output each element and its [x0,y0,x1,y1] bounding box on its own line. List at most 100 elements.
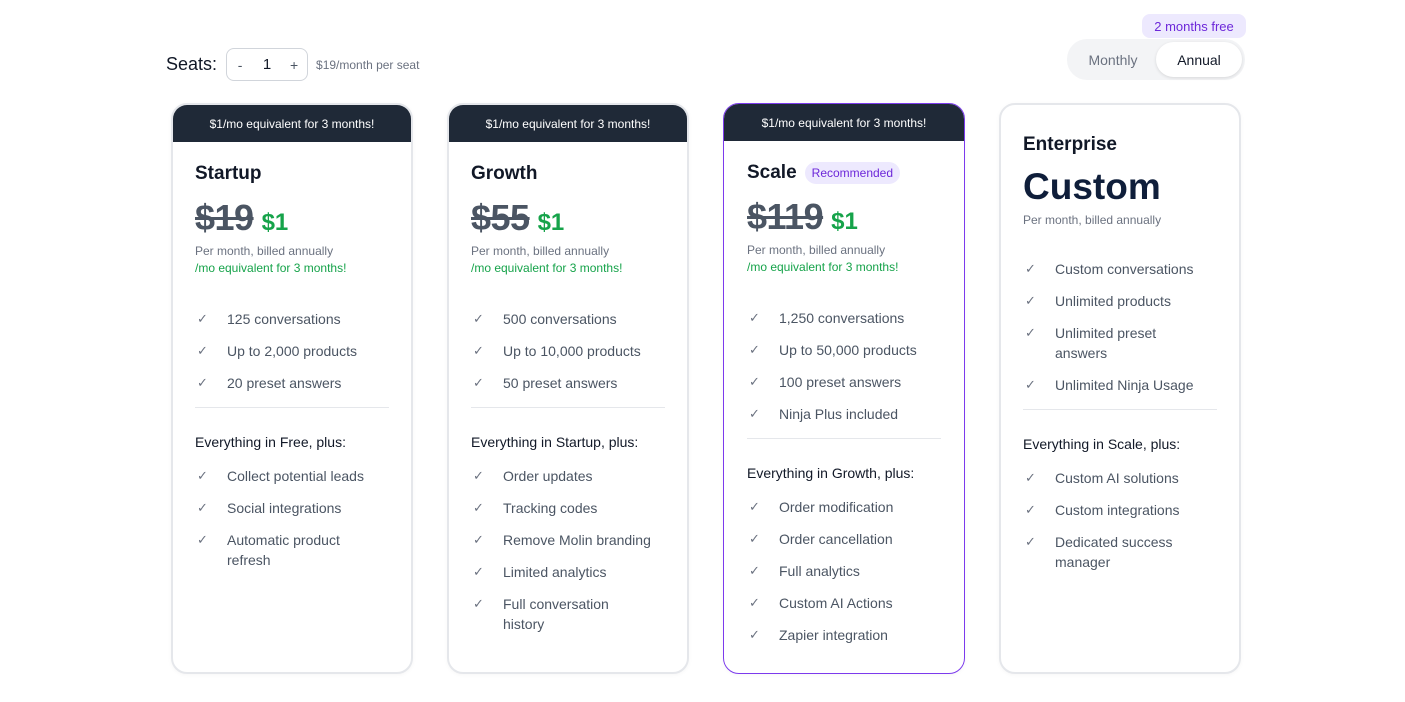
seats-selector: Seats: - 1 + $19/month per seat [166,48,419,81]
check-icon: ✓ [473,311,484,326]
plus-feature-list: ✓ Custom AI solutions ✓ Custom integration… [1023,468,1217,572]
promo-note: /mo equivalent for 3 months! [747,260,899,274]
decrement-button[interactable]: - [237,56,243,73]
check-icon: ✓ [197,468,208,483]
list-item: ✓ Limited analytics [473,564,607,580]
list-item: ✓ Ninja Plus included [749,406,899,422]
plus-header: Everything in Free, plus: [195,434,346,450]
list-item: ✓ Custom integrations [1025,502,1180,518]
list-item: ✓ Custom conversations [1025,261,1194,277]
old-price: $19 [195,197,254,238]
divider [1023,409,1217,410]
check-icon: ✓ [749,374,760,389]
check-icon: ✓ [1025,293,1036,308]
plus-header: Everything in Growth, plus: [747,465,915,481]
billing-note: Per month, billed annually [747,243,886,257]
list-item: ✓ Zapier integration [749,627,888,643]
list-item: ✓ Full conversation history [473,596,609,632]
list-item: ✓ Order cancellation [749,531,893,547]
plan-card-growth: $1/mo equivalent for 3 months! Growth $5… [447,103,689,674]
seats-value[interactable]: 1 [262,56,272,73]
check-icon: ✓ [1025,502,1036,517]
billing-note: Per month, billed annually [1023,213,1162,227]
list-item: ✓ Dedicated success manager [1025,534,1173,570]
billing-note: Per month, billed annually [471,244,610,258]
check-icon: ✓ [749,563,760,578]
check-icon: ✓ [473,468,484,483]
monthly-option[interactable]: Monthly [1088,51,1138,68]
months-free-badge: 2 months free [1142,14,1246,38]
annual-option[interactable]: Annual [1156,42,1242,77]
check-icon: ✓ [749,406,760,421]
plan-card-scale: $1/mo equivalent for 3 months! Scale Rec… [723,103,965,674]
promo-banner: $1/mo equivalent for 3 months! [173,105,411,142]
plan-name: Growth [471,163,538,184]
price-row: $19 $1 [195,197,389,238]
plus-header: Everything in Scale, plus: [1023,436,1181,452]
list-item: ✓ Remove Molin branding [473,532,651,548]
list-item: ✓ Up to 2,000 products [197,343,357,359]
list-item: ✓ Custom AI solutions [1025,470,1179,486]
list-item: ✓ Unlimited products [1025,293,1171,309]
check-icon: ✓ [749,310,760,325]
list-item: ✓ 50 preset answers [473,375,618,391]
seat-price-note: $19/month per seat [316,57,420,72]
check-icon: ✓ [473,532,484,547]
list-item: ✓ Up to 10,000 products [473,343,641,359]
custom-price: Custom [1023,166,1161,207]
list-item: ✓ Unlimited Ninja Usage [1025,377,1194,393]
recommended-badge: Recommended [804,162,901,184]
list-item: ✓ 1,250 conversations [749,310,905,326]
plan-name: Enterprise [1023,134,1117,155]
plus-feature-list: ✓ Order modification ✓ Order cancellation … [747,497,942,645]
seats-stepper[interactable]: - 1 + [226,48,309,81]
check-icon: ✓ [749,342,760,357]
plus-header: Everything in Startup, plus: [471,434,639,450]
promo-banner: $1/mo equivalent for 3 months! [449,105,687,142]
check-icon: ✓ [197,532,208,547]
list-item: ✓ 20 preset answers [197,375,342,391]
seats-label: Seats: [166,54,218,74]
plus-feature-list: ✓ Order updates ✓ Tracking codes ✓ Remove M… [471,466,665,634]
plan-card-enterprise: Enterprise Custom Per month, billed annu… [999,103,1241,674]
divider [747,438,941,439]
list-item: ✓ 100 preset answers [749,374,902,390]
feature-list: ✓ 1,250 conversations ✓ Up to 50,000 produ… [747,308,942,424]
check-icon: ✓ [749,595,760,610]
list-item: ✓ Order updates [473,468,593,484]
check-icon: ✓ [197,311,208,326]
list-item: ✓ Social integrations [197,500,342,516]
check-icon: ✓ [1025,325,1036,340]
check-icon: ✓ [473,564,484,579]
plan-name: Startup [195,163,262,184]
plus-feature-list: ✓ Collect potential leads ✓ Social integra… [195,466,389,570]
check-icon: ✓ [749,499,760,514]
billing-note: Per month, billed annually [195,244,334,258]
list-item: ✓ Up to 50,000 products [749,342,917,358]
list-item: ✓ Collect potential leads [197,468,364,484]
feature-list: ✓ Custom conversations ✓ Unlimited product… [1023,259,1217,395]
billing-toggle[interactable]: Monthly Annual [1067,39,1245,80]
list-item: ✓ 500 conversations [473,311,617,327]
price-row: $119 $1 [747,196,942,237]
list-item: ✓ Custom AI Actions [749,595,893,611]
new-price: $1 [831,208,858,235]
divider [195,407,389,408]
list-item: ✓ Full analytics [749,563,860,579]
promo-note: /mo equivalent for 3 months! [471,261,623,275]
old-price: $119 [747,196,824,237]
promo-banner: $1/mo equivalent for 3 months! [724,104,964,141]
check-icon: ✓ [473,343,484,358]
plan-name: Scale [747,162,797,183]
new-price: $1 [261,209,289,236]
check-icon: ✓ [197,343,208,358]
increment-button[interactable]: + [289,56,299,73]
feature-list: ✓ 125 conversations ✓ Up to 2,000 products… [195,309,389,393]
old-price: $55 [471,197,530,238]
feature-list: ✓ 500 conversations ✓ Up to 10,000 product… [471,309,665,393]
list-item: ✓ Order modification [749,499,894,515]
check-icon: ✓ [473,596,484,611]
list-item: ✓ 125 conversations [197,311,341,327]
new-price: $1 [537,209,565,236]
